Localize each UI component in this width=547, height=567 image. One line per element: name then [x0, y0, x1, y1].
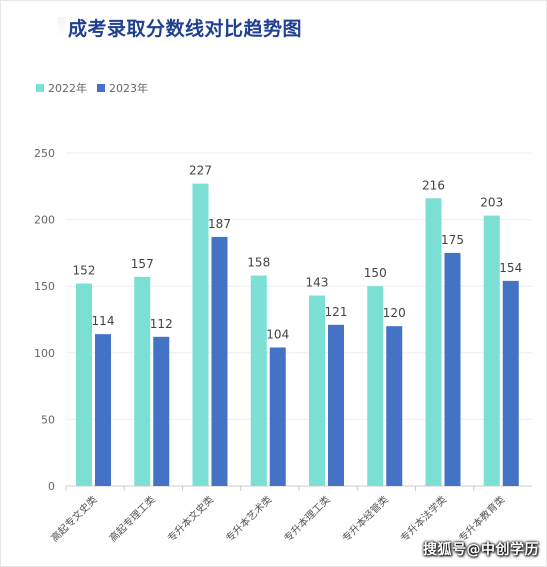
legend: 2022年 2023年 [36, 80, 148, 96]
legend-label-2023: 2023年 [109, 82, 148, 95]
y-tick-label: 250 [34, 147, 55, 160]
bar-2022 [192, 183, 209, 487]
y-tick-label: 50 [41, 413, 55, 426]
data-label: 157 [131, 257, 154, 271]
bar-2022 [76, 283, 92, 486]
bar-2023 [328, 324, 344, 486]
data-label: 112 [150, 317, 173, 331]
data-label: 114 [92, 314, 115, 328]
data-label: 143 [306, 276, 329, 290]
chart-title: 成考录取分数线对比趋势图 [68, 18, 303, 40]
x-tick-label: 专升本文史类 [165, 493, 217, 545]
data-label: 150 [364, 266, 387, 280]
x-tick-label: 专升本法学类 [398, 493, 450, 545]
x-tick-label: 专升本教育类 [456, 493, 508, 545]
bar-2023 [95, 334, 111, 486]
bar-2023 [269, 347, 286, 486]
bar-2022 [309, 295, 325, 486]
bar-2023 [502, 280, 519, 486]
bar-2023 [444, 252, 461, 486]
watermark: 搜狐号@中创学历 [423, 542, 539, 558]
legend-item-2023[interactable]: 2023年 [97, 80, 148, 96]
bar-2022 [134, 276, 151, 486]
x-tick-label: 专升本理工类 [281, 493, 333, 545]
x-tick-label: 专升本经管类 [339, 493, 391, 545]
data-label: 203 [480, 196, 503, 210]
x-tick-label: 高起专理工类 [106, 493, 158, 545]
title-decoration [58, 17, 66, 37]
data-label: 121 [325, 305, 348, 319]
data-label: 216 [422, 178, 445, 192]
legend-label-2022: 2022年 [48, 82, 87, 95]
data-label: 227 [189, 164, 212, 178]
legend-swatch-2022 [36, 84, 44, 92]
data-label: 187 [208, 217, 231, 231]
x-tick-label: 高起专文史类 [48, 493, 100, 545]
bar-2023 [211, 236, 228, 486]
data-label: 175 [441, 233, 464, 247]
x-tick-label: 专升本艺术类 [223, 493, 275, 545]
y-tick-label: 200 [34, 214, 55, 227]
bar-2023 [386, 326, 403, 486]
bar-2023 [153, 336, 170, 486]
data-label: 120 [383, 306, 406, 320]
legend-swatch-2023 [97, 84, 105, 92]
bar-2022 [483, 215, 500, 486]
y-tick-label: 0 [48, 480, 55, 493]
legend-item-2022[interactable]: 2022年 [36, 80, 87, 96]
bar-2022 [250, 275, 267, 486]
y-tick-label: 150 [34, 280, 55, 293]
bar-2022 [425, 198, 442, 486]
data-label: 154 [499, 261, 522, 275]
data-label: 104 [266, 327, 289, 341]
bar-2022 [367, 286, 384, 486]
y-tick-label: 100 [34, 347, 55, 360]
data-label: 152 [73, 264, 96, 278]
data-label: 158 [247, 256, 270, 270]
